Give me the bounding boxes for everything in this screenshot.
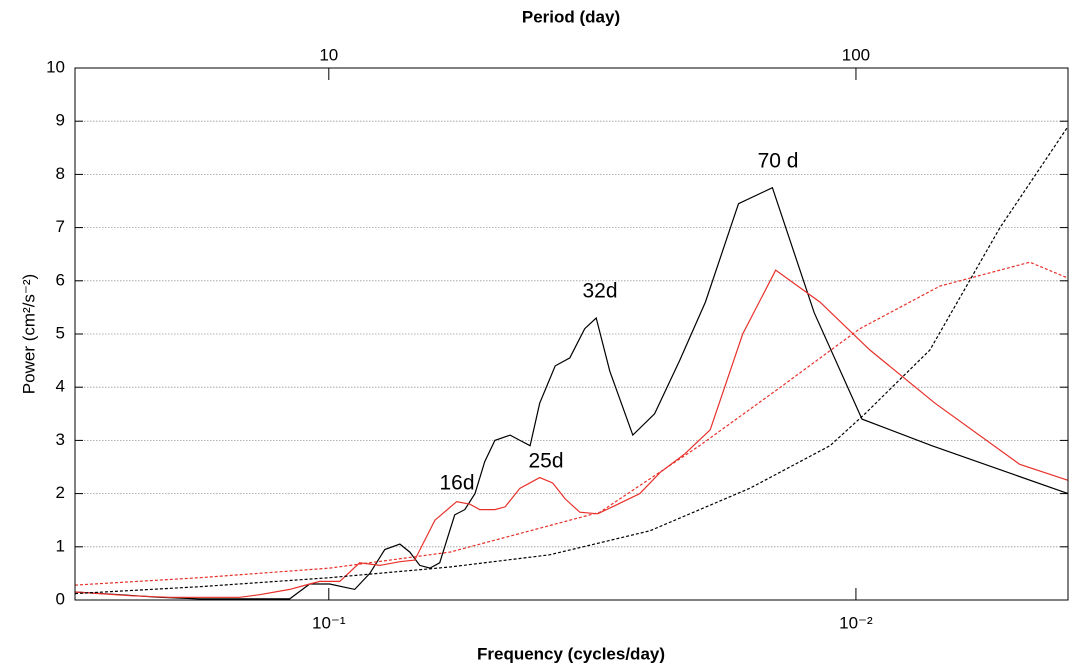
y-axis-label: Power (cm²/s⁻²) [19, 274, 38, 394]
y-tick-label: 6 [56, 270, 65, 289]
y-tick-label: 0 [56, 589, 65, 608]
plot-frame [74, 67, 1069, 601]
annotation: 25d [528, 450, 563, 473]
annotation: 70 d [758, 150, 799, 173]
y-tick-label: 3 [56, 430, 65, 449]
dashed-line [74, 261, 1069, 586]
series-line [74, 269, 1069, 598]
x-axis-label: Frequency (cycles/day) [477, 644, 665, 663]
x2-tick-label: 100 [842, 45, 870, 64]
x-tick-label: 10⁻² [839, 613, 873, 632]
y-tick-label: 5 [56, 323, 65, 342]
x2-axis-label: Period (day) [522, 7, 620, 26]
y-tick-label: 7 [56, 217, 65, 236]
y-tick-label: 10 [46, 57, 65, 76]
x-tick-label: 10⁻¹ [312, 613, 346, 632]
y-tick-label: 8 [56, 164, 65, 183]
x2-tick-label: 10 [319, 45, 338, 64]
series-line [74, 186, 1069, 600]
dashed-line [74, 126, 1069, 595]
y-tick-label: 2 [56, 483, 65, 502]
annotation: 16d [439, 472, 474, 495]
y-tick-label: 9 [56, 111, 65, 130]
annotation: 32d [582, 280, 617, 303]
y-tick-label: 4 [56, 377, 65, 396]
y-tick-label: 1 [56, 536, 65, 555]
